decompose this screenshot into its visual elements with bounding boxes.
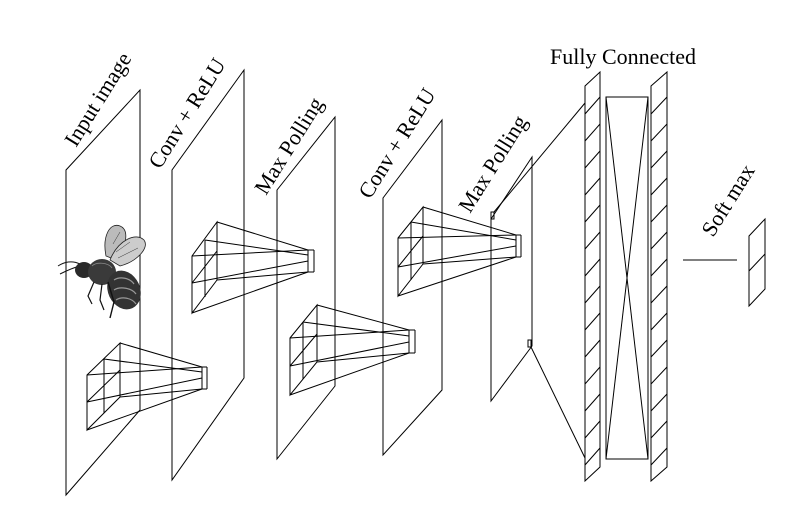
pool2-marker-bottom xyxy=(527,339,532,348)
label-conv-relu-2: Conv + ReLU xyxy=(353,83,440,202)
pool2-marker-top xyxy=(490,211,495,220)
fc-layer-right xyxy=(650,70,668,483)
label-fully-connected: Fully Connected xyxy=(550,44,696,69)
fc-connection-top xyxy=(493,102,586,213)
max-polling-2-plane xyxy=(490,155,533,403)
fc-connection-bottom xyxy=(530,346,586,459)
bee-icon xyxy=(57,224,146,319)
kernel-frustum-2 xyxy=(191,220,315,315)
fc-layer-left xyxy=(584,70,601,483)
label-max-polling-2: Max Polling xyxy=(453,111,532,217)
label-max-polling-1: Max Polling xyxy=(249,93,328,199)
label-soft-max: Soft max xyxy=(696,160,760,241)
conv-relu-2-plane xyxy=(382,118,443,457)
input-image-plane xyxy=(65,88,141,497)
fc-connection-block xyxy=(605,96,649,460)
softmax-layer xyxy=(748,217,766,308)
conv-relu-1-plane xyxy=(171,68,245,482)
max-polling-1-plane xyxy=(276,115,336,461)
kernel-frustum-1 xyxy=(86,341,208,432)
label-conv-relu-1: Conv + ReLU xyxy=(143,53,230,172)
kernel-frustum-3 xyxy=(289,303,416,397)
kernel-frustum-4 xyxy=(397,205,522,298)
